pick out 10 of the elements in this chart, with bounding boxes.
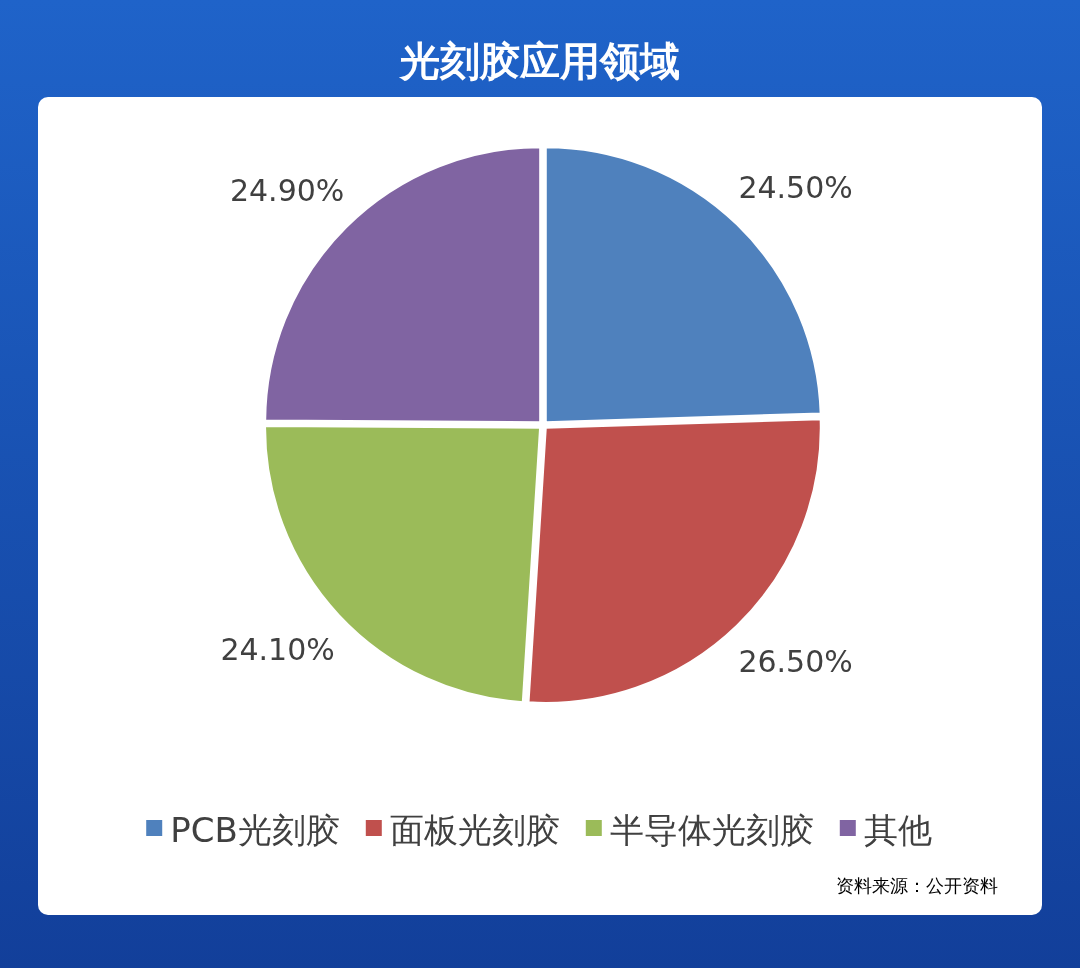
data-label: 26.50% — [738, 643, 853, 679]
data-label: 24.10% — [220, 632, 335, 668]
legend-label: 半导体光刻胶 — [609, 810, 814, 850]
legend-label: 其他 — [863, 810, 932, 850]
legend-label: 面板光刻胶 — [389, 810, 560, 850]
data-label: 24.50% — [738, 170, 853, 206]
chart-title: 光刻胶应用领域 — [398, 38, 680, 84]
data-label: 24.90% — [229, 172, 345, 208]
legend-label: PCB光刻胶 — [170, 810, 340, 850]
text: 资料来源：公开资料 — [836, 875, 998, 896]
